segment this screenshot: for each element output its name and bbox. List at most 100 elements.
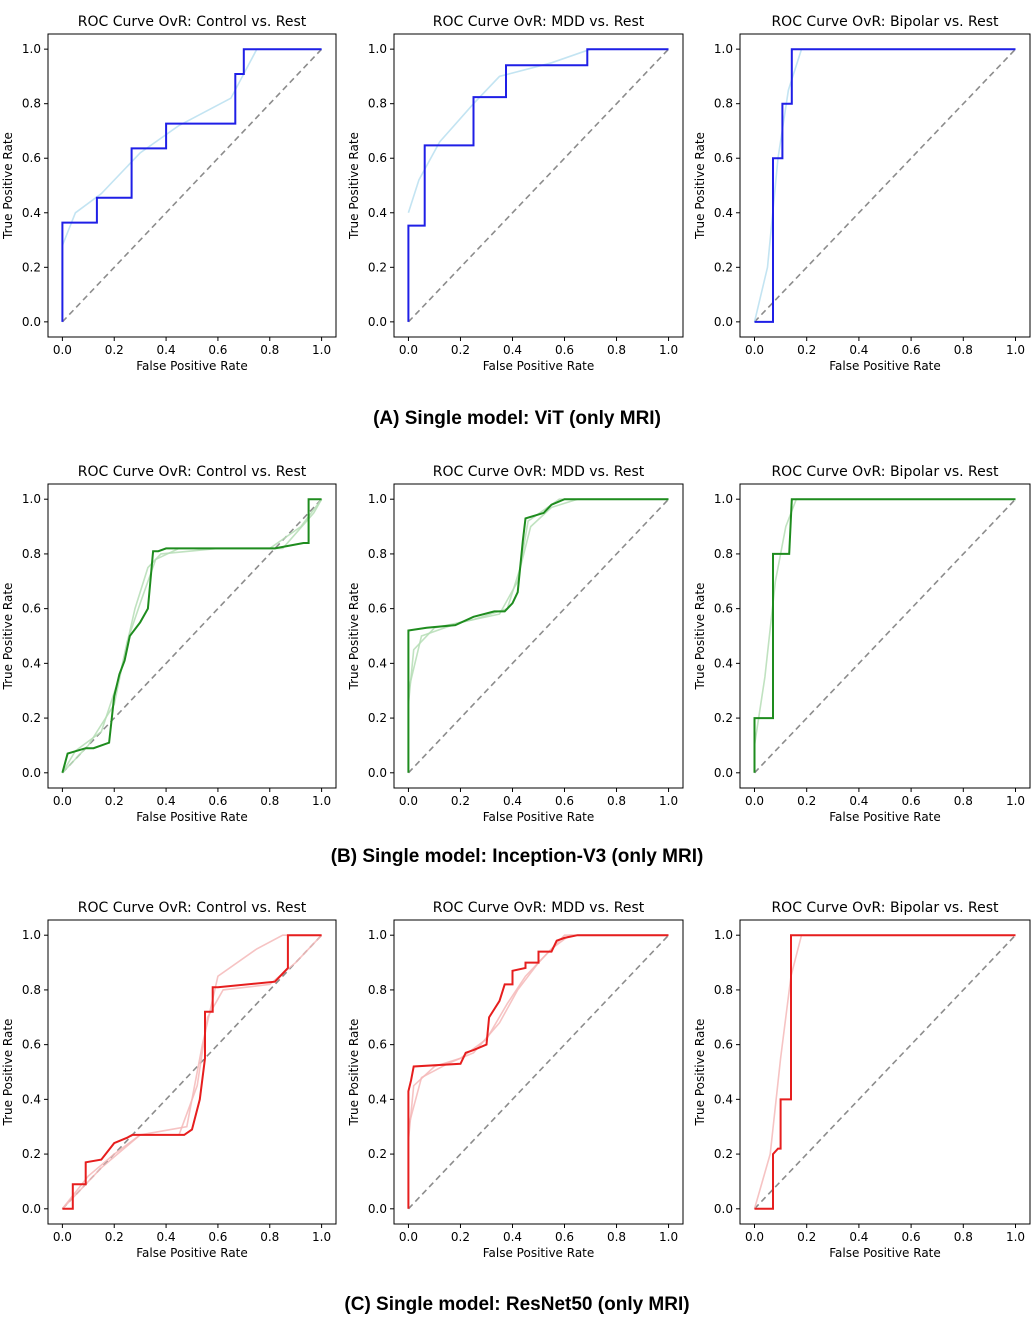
mean-roc-curve (754, 48, 1016, 323)
y-tick-label: 1.0 (22, 928, 41, 942)
fold-roc-curve (407, 48, 669, 214)
x-tick-label: 0.2 (451, 1230, 470, 1244)
x-tick-label: 0.8 (607, 343, 626, 357)
chance-diagonal-line (407, 48, 670, 323)
chance-diagonal-line (61, 48, 323, 323)
y-tick-label: 0.2 (22, 1147, 41, 1161)
x-tick-label: 0.2 (451, 343, 470, 357)
y-tick-label: 0.0 (22, 766, 41, 780)
caption-resnet50: (C) Single model: ResNet50 (only MRI) (344, 1294, 690, 1315)
roc-panel-inception-bipolar: ROC Curve OvR: Bipolar vs. Rest 0.0 0.2 0.4… (693, 464, 1031, 824)
x-tick-label: 0.2 (451, 794, 470, 808)
x-tick-label: 1.0 (312, 794, 331, 808)
y-tick-label: 1.0 (22, 492, 41, 506)
roc-panel-resnet-control: ROC Curve OvR: Control vs. Rest 0.0 0.2 0.4… (1, 900, 337, 1260)
y-axis-label: True Positive Rate (347, 132, 361, 240)
fold-roc-curve (407, 498, 669, 705)
y-tick-label: 1.0 (368, 492, 387, 506)
x-tick-label: 0.4 (503, 794, 522, 808)
mean-roc-curve (753, 498, 1016, 773)
x-tick-label: 0.4 (849, 343, 868, 357)
x-tick-label: 0.4 (849, 1230, 868, 1244)
x-tick-label: 0.6 (902, 343, 921, 357)
x-axis-label: False Positive Rate (136, 1246, 248, 1260)
y-tick-label: 1.0 (368, 928, 387, 942)
fold-roc-curve (61, 934, 322, 1210)
mean-roc-curve (61, 48, 322, 322)
y-tick-label: 0.0 (22, 1202, 41, 1216)
x-tick-label: 0.8 (260, 343, 279, 357)
plot-frame (739, 919, 1031, 1225)
y-axis-label: True Positive Rate (347, 1019, 361, 1127)
panel-title: ROC Curve OvR: Bipolar vs. Rest (771, 464, 999, 480)
x-tick-label: 0.0 (745, 794, 764, 808)
plot-frame (47, 919, 337, 1225)
y-tick-label: 0.0 (714, 315, 733, 329)
y-tick-label: 0.8 (368, 547, 387, 561)
y-axis-label: True Positive Rate (693, 132, 707, 240)
fold-roc-curve (61, 498, 323, 774)
fold-roc-curve (407, 498, 669, 691)
y-tick-label: 0.2 (22, 711, 41, 725)
y-tick-label: 0.4 (22, 206, 41, 220)
x-tick-label: 0.6 (902, 1230, 921, 1244)
roc-panel-vit-control: ROC Curve OvR: Control vs. Rest 0.0 0.2 0.4… (1, 14, 337, 373)
x-tick-label: 0.6 (208, 1230, 227, 1244)
plot-frame (739, 33, 1031, 338)
y-axis-label: True Positive Rate (347, 583, 361, 691)
x-tick-label: 0.8 (260, 1230, 279, 1244)
y-tick-label: 0.6 (368, 602, 387, 616)
y-tick-label: 0.0 (368, 1202, 387, 1216)
x-tick-label: 0.4 (849, 794, 868, 808)
y-tick-label: 0.8 (714, 983, 733, 997)
y-tick-label: 0.4 (368, 656, 387, 670)
x-tick-label: 0.6 (555, 794, 574, 808)
x-tick-label: 1.0 (659, 1230, 678, 1244)
y-tick-label: 0.8 (368, 97, 387, 111)
y-tick-label: 0.0 (714, 1202, 733, 1216)
x-tick-label: 0.0 (53, 794, 72, 808)
x-tick-label: 1.0 (659, 343, 678, 357)
x-tick-label: 0.0 (399, 343, 418, 357)
panel-title: ROC Curve OvR: Bipolar vs. Rest (771, 14, 999, 30)
x-tick-label: 1.0 (1006, 343, 1025, 357)
x-tick-label: 1.0 (1006, 794, 1025, 808)
y-tick-label: 0.2 (368, 711, 387, 725)
x-axis-label: False Positive Rate (483, 359, 595, 373)
x-tick-label: 0.4 (503, 1230, 522, 1244)
y-tick-label: 0.6 (368, 151, 387, 165)
x-tick-label: 0.6 (555, 343, 574, 357)
chance-diagonal-line (407, 498, 670, 774)
chance-diagonal-line (753, 48, 1017, 323)
y-tick-label: 0.6 (714, 1038, 733, 1052)
y-tick-label: 0.4 (22, 656, 41, 670)
y-tick-label: 0.0 (368, 766, 387, 780)
plot-frame (47, 483, 337, 789)
roc-panel-inception-control: ROC Curve OvR: Control vs. Rest 0.0 0.2 0.4… (1, 464, 337, 824)
roc-panel-inception-mdd: ROC Curve OvR: MDD vs. Rest 0.0 0.2 0.4 0.6 0… (347, 464, 684, 824)
x-tick-label: 0.0 (53, 343, 72, 357)
fold-roc-curve (407, 934, 669, 1127)
y-tick-label: 1.0 (368, 42, 387, 56)
y-tick-label: 0.8 (22, 97, 41, 111)
plot-frame (739, 483, 1031, 789)
y-tick-label: 0.2 (714, 711, 733, 725)
x-tick-label: 0.2 (797, 1230, 816, 1244)
y-tick-label: 0.8 (368, 983, 387, 997)
x-tick-label: 1.0 (1006, 1230, 1025, 1244)
x-axis-label: False Positive Rate (829, 359, 941, 373)
x-axis-label: False Positive Rate (829, 1246, 941, 1260)
x-tick-label: 0.4 (157, 343, 176, 357)
x-tick-label: 1.0 (312, 1230, 331, 1244)
y-axis-label: True Positive Rate (1, 132, 15, 240)
x-tick-label: 0.2 (797, 343, 816, 357)
x-axis-label: False Positive Rate (483, 810, 595, 824)
plot-frame (47, 33, 337, 338)
x-tick-label: 0.2 (105, 1230, 124, 1244)
y-tick-label: 0.4 (22, 1092, 41, 1106)
x-axis-label: False Positive Rate (483, 1246, 595, 1260)
x-tick-label: 0.8 (260, 794, 279, 808)
plot-frame (393, 33, 684, 338)
y-tick-label: 0.2 (368, 260, 387, 274)
